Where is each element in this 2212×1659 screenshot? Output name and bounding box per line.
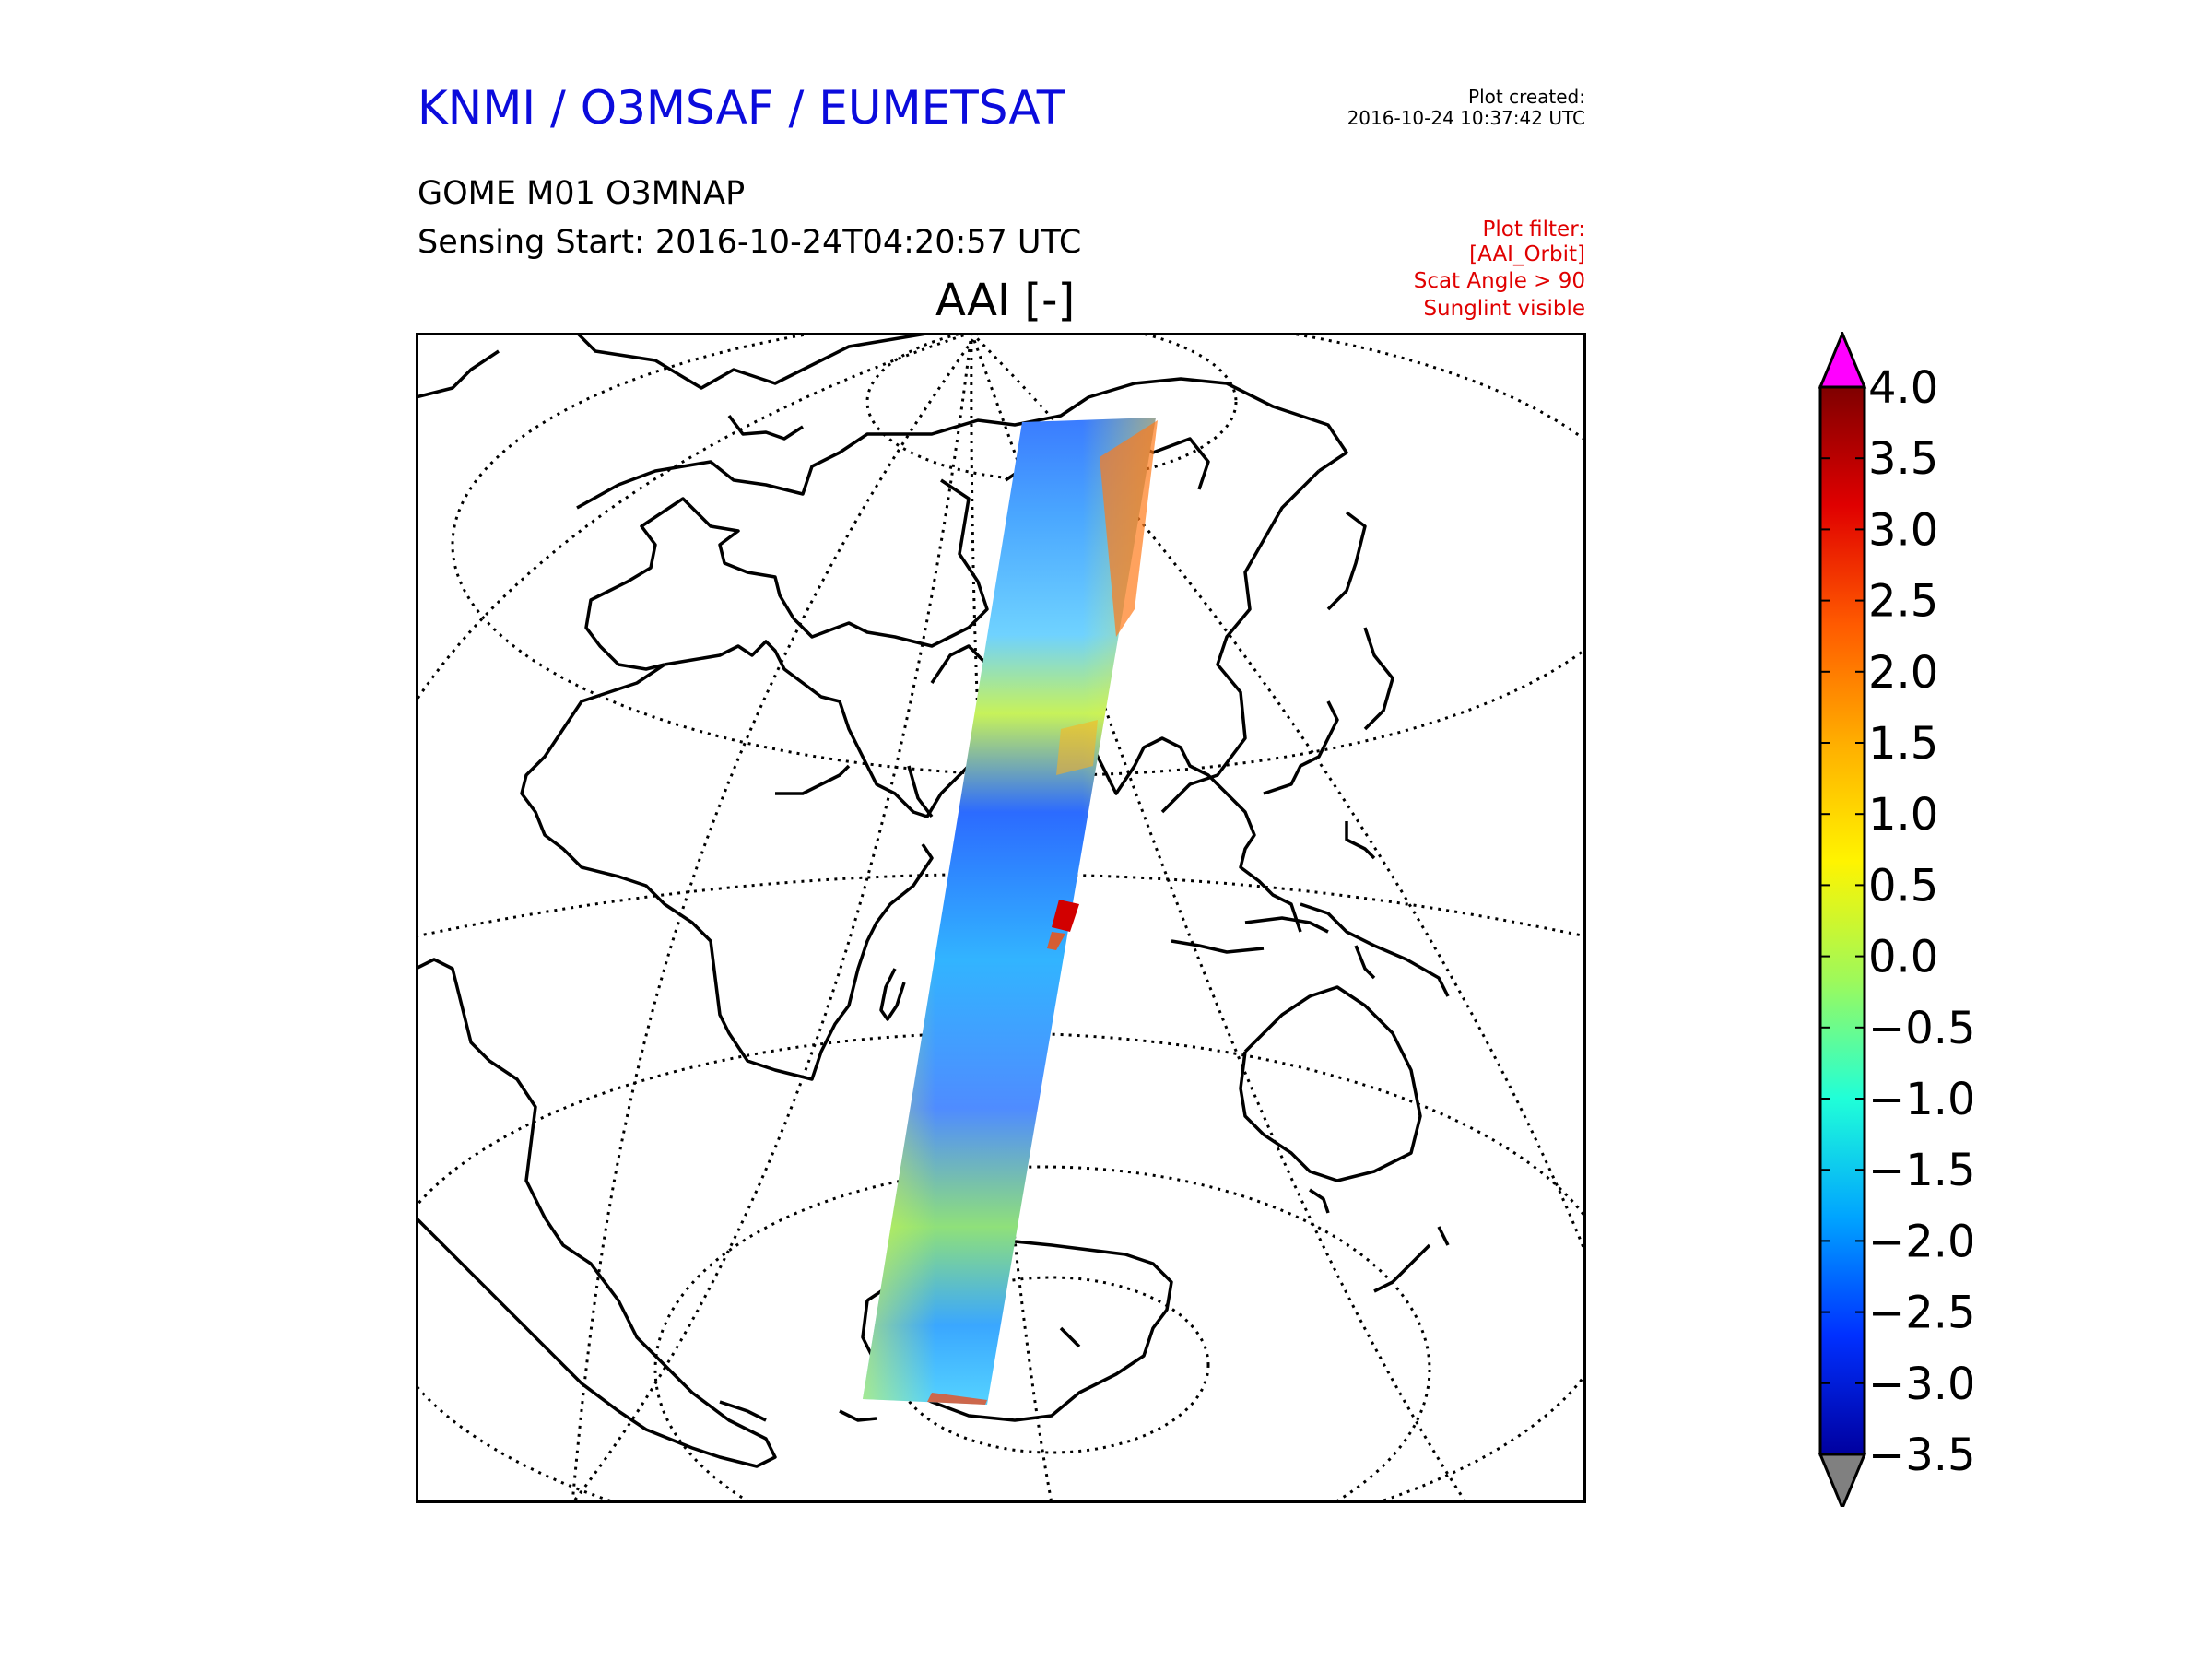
map-panel[interactable] bbox=[416, 333, 1586, 1503]
product-name: GOME M01 O3MNAP bbox=[418, 175, 746, 212]
colorbar-tick-label: −3.0 bbox=[1868, 1359, 1972, 1410]
aai-swath bbox=[863, 418, 1158, 1405]
colorbar-tick-label: −3.5 bbox=[1868, 1430, 1972, 1481]
organization-title: KNMI / O3MSAF / EUMETSAT bbox=[418, 81, 1065, 135]
colorbar-gradient bbox=[1818, 385, 1866, 1456]
colorbar-tick-label: 2.0 bbox=[1868, 647, 1938, 699]
colorbar-tick-label: 3.0 bbox=[1868, 504, 1938, 556]
plot-created-label: Plot created: bbox=[1468, 86, 1585, 108]
map-frame bbox=[416, 333, 1586, 1503]
colorbar-under-extension bbox=[1818, 1453, 1867, 1507]
colorbar-tick-label: 3.5 bbox=[1868, 433, 1938, 485]
colorbar-tick-label: −2.5 bbox=[1868, 1288, 1972, 1339]
plot-filter-label: Plot filter: bbox=[1482, 218, 1585, 241]
colorbar-tick-label: 2.5 bbox=[1868, 576, 1938, 628]
map-title: AAI [-] bbox=[935, 275, 1076, 326]
colorbar-tick-label: 4.0 bbox=[1868, 362, 1938, 414]
colorbar-tick-label: −1.0 bbox=[1868, 1074, 1972, 1125]
colorbar-tick-label: 0.0 bbox=[1868, 932, 1938, 983]
plot-filter-sunglint: Sunglint visible bbox=[1423, 297, 1585, 321]
colorbar-tick-label: −1.5 bbox=[1868, 1145, 1972, 1196]
plot-filter-orbit: [AAI_Orbit] bbox=[1469, 242, 1585, 266]
plot-created-time: 2016-10-24 10:37:42 UTC bbox=[1347, 107, 1585, 129]
sensing-start: Sensing Start: 2016-10-24T04:20:57 UTC bbox=[418, 224, 1082, 261]
colorbar-tick-label: 1.0 bbox=[1868, 789, 1938, 841]
colorbar-tick-label: 1.5 bbox=[1868, 718, 1938, 770]
colorbar-tick-label: −0.5 bbox=[1868, 1003, 1972, 1054]
colorbar-tick-label: −2.0 bbox=[1868, 1216, 1972, 1267]
colorbar: 4.0 3.5 3.0 2.5 2.0 1.5 1.0 0.5 0.0 −0.5 −1.0 −1.5 −… bbox=[1818, 332, 1972, 1507]
plot-filter-scat-angle: Scat Angle > 90 bbox=[1413, 269, 1585, 293]
colorbar-over-extension bbox=[1818, 332, 1867, 389]
colorbar-tick-label: 0.5 bbox=[1868, 860, 1938, 912]
